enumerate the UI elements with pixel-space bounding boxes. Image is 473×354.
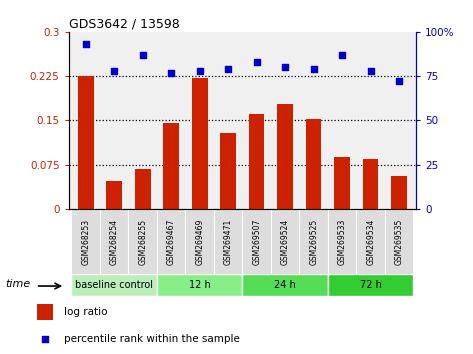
Text: GSM269471: GSM269471	[224, 218, 233, 265]
Text: log ratio: log ratio	[64, 307, 108, 317]
Point	[196, 68, 203, 74]
Text: baseline control: baseline control	[75, 280, 153, 290]
Bar	[243, 274, 328, 296]
Bar	[135, 169, 150, 209]
Bar	[249, 114, 264, 209]
Bar	[299, 209, 328, 274]
Point	[224, 66, 232, 72]
Text: GSM268253: GSM268253	[81, 218, 90, 265]
Bar	[214, 209, 243, 274]
Bar	[157, 209, 185, 274]
Text: GSM269535: GSM269535	[394, 218, 403, 265]
Text: time: time	[6, 279, 31, 289]
Point	[338, 52, 346, 58]
Bar	[163, 123, 179, 209]
Bar	[106, 181, 122, 209]
Text: GSM269507: GSM269507	[252, 218, 261, 265]
Bar	[385, 209, 413, 274]
Point	[110, 68, 118, 74]
Bar	[356, 209, 385, 274]
Text: GSM269524: GSM269524	[280, 218, 289, 265]
Bar	[78, 76, 94, 209]
Text: GSM268255: GSM268255	[138, 218, 147, 265]
Bar	[271, 209, 299, 274]
Bar	[328, 209, 356, 274]
Bar	[363, 159, 378, 209]
Bar	[100, 209, 129, 274]
Point	[253, 59, 261, 65]
Text: percentile rank within the sample: percentile rank within the sample	[64, 335, 240, 344]
Bar	[71, 274, 157, 296]
Bar	[334, 157, 350, 209]
Bar	[185, 209, 214, 274]
Bar	[129, 209, 157, 274]
Text: 12 h: 12 h	[189, 280, 210, 290]
Text: GSM269469: GSM269469	[195, 218, 204, 265]
Text: GDS3642 / 13598: GDS3642 / 13598	[69, 18, 179, 31]
Text: GSM269467: GSM269467	[166, 218, 175, 265]
Bar	[306, 119, 322, 209]
Point	[167, 70, 175, 75]
Bar	[277, 104, 293, 209]
Bar	[192, 78, 208, 209]
Bar	[391, 176, 407, 209]
Text: 72 h: 72 h	[359, 280, 382, 290]
Point	[82, 41, 89, 47]
Bar	[243, 209, 271, 274]
Text: 24 h: 24 h	[274, 280, 296, 290]
Text: GSM269534: GSM269534	[366, 218, 375, 265]
Text: GSM269533: GSM269533	[338, 218, 347, 265]
Point	[310, 66, 317, 72]
Bar	[157, 274, 243, 296]
Bar	[220, 133, 236, 209]
Point	[367, 68, 375, 74]
Bar	[71, 209, 100, 274]
Bar	[328, 274, 413, 296]
Text: GSM268254: GSM268254	[110, 218, 119, 265]
Point	[395, 79, 403, 84]
Bar	[37, 304, 53, 320]
Point	[139, 52, 147, 58]
Point	[281, 64, 289, 70]
Text: GSM269525: GSM269525	[309, 218, 318, 265]
Point	[41, 337, 49, 342]
